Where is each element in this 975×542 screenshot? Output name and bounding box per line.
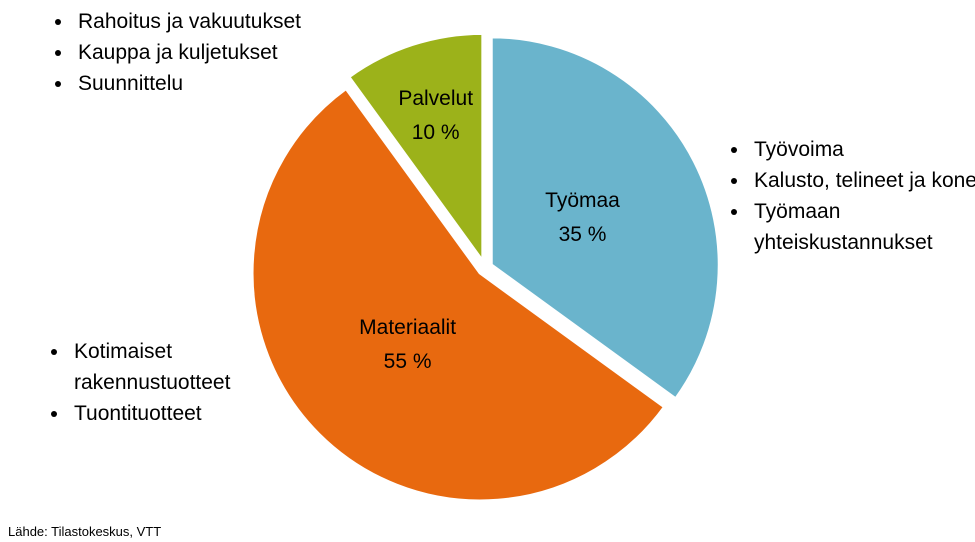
annotation-list: TyövoimaKalusto, telineet ja koneetTyöma… — [716, 134, 975, 258]
pie-slice — [250, 86, 667, 503]
slice-value-label: 55 % — [384, 350, 432, 373]
annotation-item: Rahoitus ja vakuutukset — [74, 6, 404, 37]
annotation-item: Työmaan yhteiskustannukset — [750, 196, 975, 258]
pie-slice — [489, 35, 721, 401]
annotation-item: Kalusto, telineet ja koneet — [750, 165, 975, 196]
annotation-item: Tuontituotteet — [70, 398, 330, 429]
slice-value-label: 35 % — [559, 223, 607, 246]
slice-value-label: 10 % — [412, 121, 460, 144]
annotation-item: Työvoima — [750, 134, 975, 165]
slice-label: Materiaalit — [359, 316, 456, 339]
annotation-item: Suunnittelu — [74, 68, 404, 99]
annotation-item: Kotimaiset rakennustuotteet — [70, 336, 330, 398]
pie-slice — [346, 31, 485, 266]
annotation-item: Kauppa ja kuljetukset — [74, 37, 404, 68]
slice-label: Työmaa — [545, 189, 620, 212]
annotation-list: Rahoitus ja vakuutuksetKauppa ja kuljetu… — [40, 6, 404, 99]
source: Lähde: Tilastokeskus, VTT — [8, 524, 162, 539]
annotation-list: Kotimaiset rakennustuotteetTuontituottee… — [36, 336, 330, 429]
slice-label: Palvelut — [398, 87, 473, 110]
